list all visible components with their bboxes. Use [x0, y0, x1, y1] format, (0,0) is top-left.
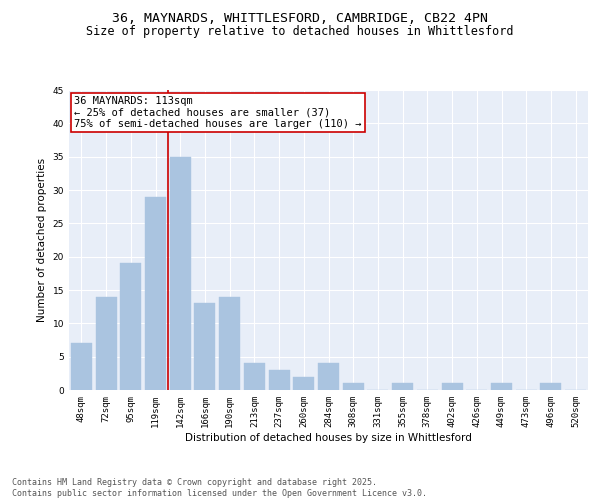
Bar: [293, 376, 314, 390]
Y-axis label: Number of detached properties: Number of detached properties: [37, 158, 47, 322]
X-axis label: Distribution of detached houses by size in Whittlesford: Distribution of detached houses by size …: [185, 432, 472, 442]
Bar: [541, 384, 562, 390]
Text: 36, MAYNARDS, WHITTLESFORD, CAMBRIDGE, CB22 4PN: 36, MAYNARDS, WHITTLESFORD, CAMBRIDGE, C…: [112, 12, 488, 26]
Text: Contains HM Land Registry data © Crown copyright and database right 2025.
Contai: Contains HM Land Registry data © Crown c…: [12, 478, 427, 498]
Bar: [145, 196, 166, 390]
Bar: [392, 384, 413, 390]
Bar: [269, 370, 290, 390]
Bar: [318, 364, 339, 390]
Bar: [95, 296, 116, 390]
Bar: [219, 296, 240, 390]
Bar: [120, 264, 141, 390]
Bar: [170, 156, 191, 390]
Text: Size of property relative to detached houses in Whittlesford: Size of property relative to detached ho…: [86, 25, 514, 38]
Bar: [71, 344, 92, 390]
Bar: [194, 304, 215, 390]
Bar: [442, 384, 463, 390]
Text: 36 MAYNARDS: 113sqm
← 25% of detached houses are smaller (37)
75% of semi-detach: 36 MAYNARDS: 113sqm ← 25% of detached ho…: [74, 96, 362, 129]
Bar: [491, 384, 512, 390]
Bar: [343, 384, 364, 390]
Bar: [244, 364, 265, 390]
